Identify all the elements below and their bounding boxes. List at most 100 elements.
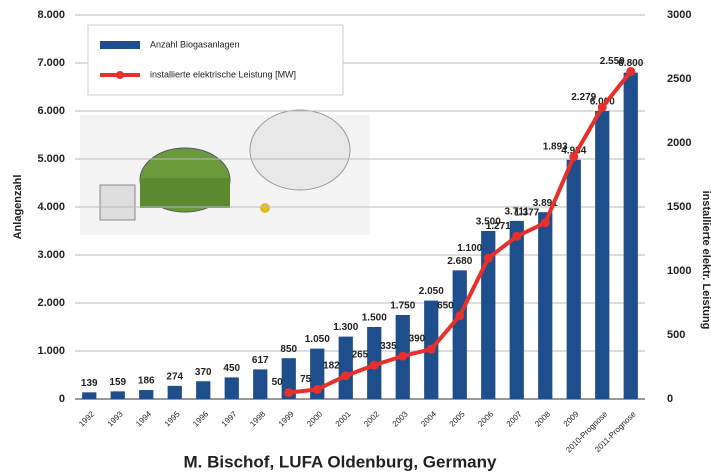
caption: M. Bischof, LUFA Oldenburg, Germany [184,452,498,471]
bar-value-label: 274 [166,371,183,382]
bar-value-label: 186 [138,376,155,387]
line-value-label: 265 [352,350,369,361]
line-marker [369,360,379,370]
bar-value-label: 3.711 [505,207,530,218]
bar-value-label: 1.050 [305,334,330,345]
bar [338,336,353,399]
bar-value-label: 1.500 [362,313,387,324]
line-value-label: 2.559 [600,56,625,67]
y-axis-label: Anlagenzahl [12,175,24,240]
bar-value-label: 1.300 [333,322,358,333]
y-tick-label: 4.000 [37,201,65,213]
bar [196,381,211,399]
line-marker [455,311,465,321]
legend-swatch [116,71,124,79]
x-tick-label: 1998 [248,409,267,428]
x-tick-label: 1994 [134,409,153,428]
line-marker [312,384,322,394]
x-tick-label: 1993 [106,409,125,428]
x-tick-label: 1997 [220,409,239,428]
x-tick-label: 2004 [419,409,438,428]
x-tick-label: 2009 [562,409,581,428]
legend-label: installierte elektrische Leistung [MW] [150,69,296,79]
bar [82,392,97,399]
x-tick-label: 2008 [533,409,552,428]
legend-label: Anzahl Biogasanlagen [150,39,240,49]
x-tick-label: 2006 [476,409,495,428]
bar-value-label: 159 [109,377,126,388]
line-marker [398,351,408,361]
bar [167,385,182,399]
line-value-label: 75 [300,374,312,385]
bar [281,358,296,399]
bar-value-label: 6.000 [590,97,615,108]
y2-axis-label: installierte elektr. Leistung [700,191,711,330]
bar [253,369,268,399]
bar [538,212,553,399]
line-marker [512,231,522,241]
line-marker [341,371,351,381]
x-tick-label: 1999 [277,409,296,428]
line-value-label: 182 [323,360,340,371]
y-tick-label: 5.000 [37,153,65,165]
bar-value-label: 850 [280,344,297,355]
bar [595,111,610,399]
line-marker [284,388,294,398]
bar [509,220,524,399]
line-value-label: 650 [437,300,454,311]
y2-tick-label: 1500 [667,201,691,213]
bar-value-label: 139 [81,378,98,389]
bar [139,390,154,399]
bar [566,159,581,399]
bar-value-label: 2.680 [447,256,472,267]
x-tick-label: 2001 [334,409,353,428]
y2-tick-label: 3000 [667,9,691,21]
line-value-label: 390 [409,334,426,345]
line-value-label: 2.279 [571,92,596,103]
y-tick-label: 8.000 [37,9,65,21]
bar [452,270,467,399]
line-value-label: 335 [380,341,397,352]
legend-swatch [100,41,140,49]
legend-box [87,24,344,96]
line-value-label: 1.893 [543,141,568,152]
bar [224,377,239,399]
x-tick-label: 2002 [362,409,381,428]
y2-tick-label: 2500 [667,73,691,85]
bar-value-label: 3.891 [533,198,558,209]
y-tick-label: 1.000 [37,345,65,357]
line-marker [426,344,436,354]
plant-illustration [80,109,370,235]
x-tick-label: 2005 [448,409,467,428]
bar-value-label: 617 [252,355,269,366]
y-tick-label: 3.000 [37,249,65,261]
line-value-label: 50 [272,377,284,388]
line-value-label: 1.377 [514,207,539,218]
bar-value-label: 4.984 [561,145,586,156]
bar-value-label: 450 [223,363,240,374]
y-tick-label: 6.000 [37,105,65,117]
line-marker [483,253,493,263]
bar-value-label: 1.750 [390,301,415,312]
y-tick-label: 0 [59,393,65,405]
line-marker [626,66,636,76]
y2-tick-label: 500 [667,329,685,341]
x-tick-label: 2007 [505,409,524,428]
line-marker [540,218,550,228]
line-value-label: 1.271 [486,221,511,232]
line-marker [569,152,579,162]
line-marker [597,102,607,112]
bar-value-label: 6.800 [618,58,643,69]
line-value-label: 1.100 [457,243,482,254]
bar [110,391,125,399]
x-tick-label: 2003 [391,409,410,428]
bar-value-label: 370 [195,367,212,378]
y2-tick-label: 1000 [667,265,691,277]
x-tick-label: 2000 [305,409,324,428]
bar [623,72,638,399]
y2-tick-label: 0 [667,393,673,405]
y-tick-label: 2.000 [37,297,65,309]
bar-value-label: 2.050 [419,286,444,297]
bar [481,231,496,399]
